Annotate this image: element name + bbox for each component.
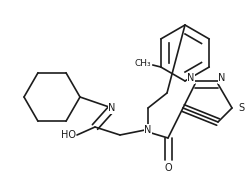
Text: N: N [218,73,226,83]
Text: N: N [187,73,195,83]
Text: N: N [144,125,152,135]
Text: HO: HO [61,130,76,140]
Text: N: N [108,103,116,113]
Text: S: S [238,103,244,113]
Text: O: O [164,163,172,173]
Text: CH₃: CH₃ [134,58,151,68]
